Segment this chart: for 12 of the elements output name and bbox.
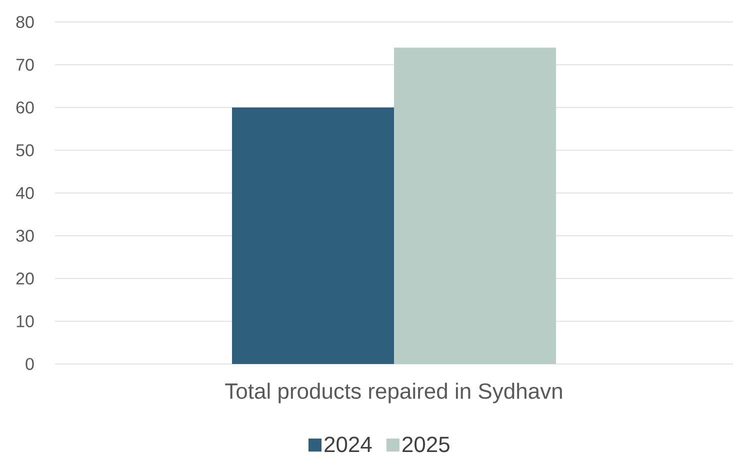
legend-label: 2025 — [402, 436, 450, 452]
y-tick-label: 50 — [16, 144, 34, 156]
y-tick-label: 80 — [16, 16, 34, 28]
y-tick-label: 0 — [26, 358, 34, 370]
y-tick-label: 60 — [16, 101, 34, 114]
y-tick-label: 70 — [16, 58, 34, 71]
legend-label: 2024 — [324, 436, 372, 452]
y-tick-label: 30 — [16, 230, 34, 242]
x-tick-label: Total products repaired in Sydhavn — [225, 382, 562, 404]
y-tick-label: 10 — [16, 315, 34, 328]
y-tick-label: 20 — [16, 272, 34, 285]
y-tick-label: 40 — [16, 186, 34, 200]
